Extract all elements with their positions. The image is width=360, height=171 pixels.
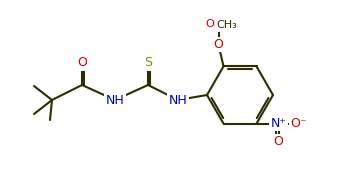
Text: O: O: [274, 135, 283, 148]
Text: OMe: OMe: [206, 19, 231, 29]
Text: O⁻: O⁻: [290, 117, 307, 130]
Text: N⁺: N⁺: [270, 117, 287, 130]
Text: S: S: [144, 56, 152, 69]
Text: O: O: [213, 38, 224, 51]
Text: O: O: [77, 56, 87, 69]
Text: CH₃: CH₃: [216, 20, 237, 30]
Text: NH: NH: [105, 94, 124, 107]
Text: NH: NH: [168, 94, 187, 107]
